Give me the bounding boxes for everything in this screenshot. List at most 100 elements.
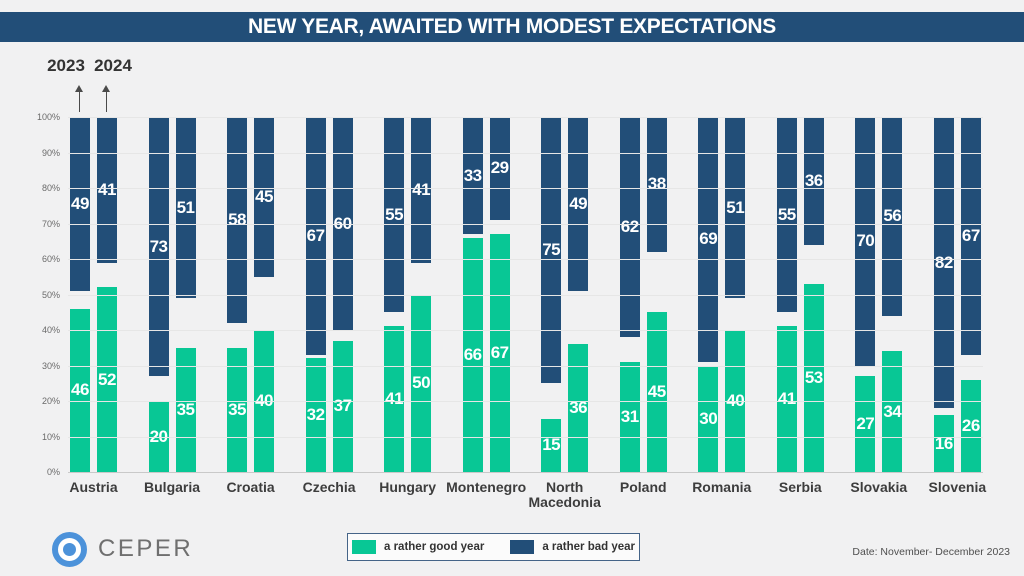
segment-good-year: 41 xyxy=(776,326,797,472)
bar-value-label: 26 xyxy=(961,415,980,435)
bar-value-label: 67 xyxy=(490,343,509,363)
segment-good-year: 41 xyxy=(384,326,405,472)
legend-item: a rather bad year xyxy=(510,540,635,554)
bar-2023: 46 49 xyxy=(70,117,90,472)
bar-2023: 30 69 xyxy=(698,117,719,472)
bar-value-label: 31 xyxy=(620,406,639,426)
bar-2023: 35 58 xyxy=(227,117,248,472)
country-label: Croatia xyxy=(226,479,275,495)
up-arrow-icon xyxy=(102,85,110,112)
gridline xyxy=(68,294,983,296)
segment-bad-year: 51 xyxy=(175,117,196,299)
target-circle-icon xyxy=(52,531,87,567)
bar-2023: 20 73 xyxy=(148,117,169,472)
bar-value-label: 27 xyxy=(856,414,875,434)
page-title: NEW YEAR, AWAITED WITH MODEST EXPECTATIO… xyxy=(248,15,776,38)
logo-text: CEPER xyxy=(98,535,194,562)
bar-2023: 41 55 xyxy=(776,117,797,472)
gridline xyxy=(68,117,983,118)
legend-label: a rather bad year xyxy=(542,541,636,553)
bar-value-label: 73 xyxy=(149,236,168,256)
bar-value-label: 46 xyxy=(71,380,89,400)
bar-value-label: 40 xyxy=(255,391,274,410)
segment-bad-year: 41 xyxy=(97,117,117,263)
country-bar-pair: 41 55 53 36 Serbia xyxy=(776,117,824,495)
bar-value-label: 58 xyxy=(228,209,247,229)
segment-good-year: 35 xyxy=(227,347,248,472)
bar-value-label: 52 xyxy=(98,369,116,389)
gridline xyxy=(68,401,983,402)
bar-value-label: 34 xyxy=(883,401,902,421)
bar-value-label: 16 xyxy=(934,433,953,453)
country-label: Bulgaria xyxy=(144,479,201,495)
country-label: Czechia xyxy=(302,479,356,495)
segment-good-year: 36 xyxy=(568,344,589,472)
segment-good-year: 67 xyxy=(489,234,510,472)
segment-bad-year: 41 xyxy=(411,117,432,263)
bar-value-label: 20 xyxy=(149,426,168,446)
bar-value-label: 37 xyxy=(333,396,352,416)
segment-bad-year: 29 xyxy=(489,117,510,220)
bar-value-label: 49 xyxy=(569,193,588,213)
country-label: Poland xyxy=(619,479,667,495)
chart-legend: a rather good year a rather bad year xyxy=(347,533,640,561)
country-label: North Macedonia xyxy=(528,479,601,511)
segment-bad-year: 56 xyxy=(882,117,903,316)
segment-good-year: 34 xyxy=(882,351,903,472)
up-arrow-icon xyxy=(75,85,83,112)
bar-value-label: 40 xyxy=(726,391,745,410)
segment-bad-year: 49 xyxy=(568,117,589,291)
bar-2024: 34 56 xyxy=(882,117,903,472)
bar-2023: 66 33 xyxy=(462,117,483,472)
bar-value-label: 49 xyxy=(71,193,89,213)
country-bar-pair: 46 49 52 41 Austria xyxy=(69,117,118,495)
bar-value-label: 41 xyxy=(412,179,431,199)
y-axis-tick-label: 60% xyxy=(41,254,60,264)
segment-bad-year: 82 xyxy=(933,117,954,409)
bar-value-label: 15 xyxy=(542,435,561,455)
bar-value-label: 36 xyxy=(804,170,823,190)
y-axis-tick-label: 70% xyxy=(41,218,60,229)
gridline xyxy=(68,259,983,260)
segment-good-year: 32 xyxy=(305,358,326,472)
bar-value-label: 67 xyxy=(961,225,980,245)
y-axis-tick-label: 80% xyxy=(41,183,60,193)
gridline xyxy=(68,330,983,331)
bar-value-label: 33 xyxy=(463,165,482,185)
y-axis-tick-label: 20% xyxy=(41,396,60,406)
gridline xyxy=(68,365,983,367)
bar-value-label: 70 xyxy=(856,231,875,251)
legend-swatch-icon xyxy=(510,540,535,554)
legend-swatch-icon xyxy=(351,540,376,554)
segment-bad-year: 73 xyxy=(148,117,169,377)
bar-value-label: 62 xyxy=(620,217,639,237)
gridline xyxy=(68,188,983,189)
segment-good-year: 45 xyxy=(646,312,667,472)
bar-2023: 41 55 xyxy=(384,117,405,472)
bar-value-label: 56 xyxy=(883,206,902,226)
year-label-2024: 2024 xyxy=(94,56,132,75)
segment-good-year: 52 xyxy=(97,287,117,472)
bar-2024: 67 29 xyxy=(489,117,510,472)
segment-good-year: 53 xyxy=(803,283,824,472)
gridline xyxy=(68,436,983,438)
bar-value-label: 41 xyxy=(385,389,404,409)
segment-good-year: 16 xyxy=(933,415,954,472)
segment-bad-year: 70 xyxy=(855,117,876,366)
legend-label: a rather good year xyxy=(383,541,485,553)
country-label: Romania xyxy=(692,479,752,495)
bar-value-label: 32 xyxy=(306,405,325,425)
country-bar-pair: 15 75 36 49 North Macedonia xyxy=(529,117,601,510)
bar-value-label: 67 xyxy=(306,225,325,245)
country-label: Slovenia xyxy=(928,479,987,495)
segment-good-year: 27 xyxy=(855,376,876,472)
bar-value-label: 66 xyxy=(463,344,482,364)
country-bar-pair: 66 33 67 29 Montenegro xyxy=(446,117,526,495)
bar-value-label: 35 xyxy=(176,399,195,419)
bar-value-label: 45 xyxy=(255,186,274,206)
y-axis-tick-label: 90% xyxy=(41,147,60,158)
bar-value-label: 38 xyxy=(647,174,666,194)
bar-2024: 37 60 xyxy=(332,117,353,472)
segment-bad-year: 75 xyxy=(541,117,562,384)
bar-value-label: 69 xyxy=(699,229,718,249)
